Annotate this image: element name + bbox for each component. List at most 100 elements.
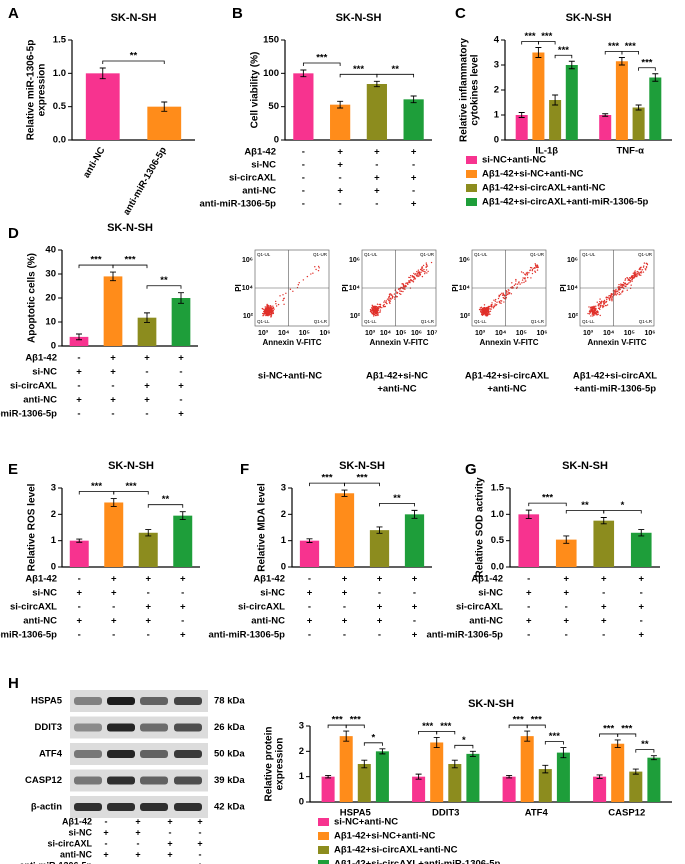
event-dot <box>640 274 642 277</box>
flow-caption: Aβ1-42+si-circAXL <box>465 371 549 382</box>
significance-label: *** <box>124 255 135 266</box>
blot-size: 39 kDa <box>214 775 245 786</box>
condition-sign: - <box>527 574 530 585</box>
event-dot <box>416 274 418 276</box>
bar <box>593 776 607 802</box>
chart-title: SK-N-SH <box>108 460 154 472</box>
condition-sign: + <box>337 147 343 158</box>
y-axis-label: Relative miR-1306-5p <box>26 40 37 141</box>
event-dot <box>613 294 615 296</box>
event-dot <box>383 303 385 306</box>
event-dot <box>391 297 394 299</box>
event-dot <box>399 290 401 292</box>
event-dot <box>378 307 380 310</box>
event-dot <box>373 313 375 316</box>
event-dot <box>633 274 635 277</box>
significance-label: *** <box>542 493 553 504</box>
condition-sign: - <box>111 381 114 392</box>
event-dot <box>616 292 619 295</box>
event-dot <box>406 282 408 284</box>
quadrant-label: Q1-UR <box>530 252 545 257</box>
event-dot <box>510 293 513 295</box>
significance-label: *** <box>549 731 560 742</box>
legend-label: Aβ1-42+si-circAXL+anti-NC <box>482 183 606 194</box>
event-dot <box>515 283 517 285</box>
condition-sign: - <box>179 367 182 378</box>
condition-sign: + <box>135 849 140 859</box>
chart-title: SK-N-SH <box>562 460 608 472</box>
significance-label: *** <box>641 57 652 68</box>
event-dot <box>393 296 396 298</box>
condition-label: si-circAXL <box>229 173 276 184</box>
event-dot <box>404 285 406 287</box>
significance-label: * <box>462 735 466 746</box>
flow-x-label: Annexin V-FITC <box>587 338 646 347</box>
event-dot <box>588 306 590 308</box>
condition-sign: + <box>145 602 151 613</box>
event-dot <box>388 298 390 300</box>
event-dot <box>596 310 598 312</box>
y-axis-label: Relative protein <box>264 726 275 801</box>
event-dot <box>534 263 536 265</box>
significance-label: *** <box>531 715 542 726</box>
event-dot <box>370 309 372 312</box>
event-dot <box>596 301 598 303</box>
flow-x-tick-label: 10⁴ <box>380 330 392 337</box>
event-dot <box>379 306 381 308</box>
event-dot <box>374 311 377 314</box>
event-dot <box>493 299 495 301</box>
event-dot <box>490 306 493 308</box>
panel-letter: C <box>455 5 466 22</box>
event-dot <box>272 306 275 309</box>
significance-bracket <box>147 504 184 508</box>
event-dot <box>605 301 608 303</box>
event-dot <box>495 303 498 306</box>
condition-sign: + <box>411 147 417 158</box>
event-dot <box>408 280 410 282</box>
event-dot <box>283 303 285 306</box>
flow-x-tick-label: 10⁶ <box>319 330 330 337</box>
quadrant-label: Q1-UL <box>364 252 378 257</box>
error-bar <box>379 748 386 755</box>
y-tick-label: 2 <box>51 509 56 520</box>
condition-sign: + <box>111 588 117 599</box>
condition-sign: - <box>169 827 172 837</box>
blot-band <box>140 697 168 705</box>
event-dot <box>639 272 641 274</box>
event-dot <box>409 280 411 282</box>
blot-band <box>74 723 102 732</box>
panel-letter: E <box>8 461 18 478</box>
event-dot <box>633 273 636 275</box>
chart-title: SK-N-SH <box>566 12 612 24</box>
event-dot <box>588 310 591 313</box>
event-dot <box>505 296 507 299</box>
event-dot <box>494 303 496 305</box>
condition-sign: - <box>112 630 115 641</box>
bar <box>103 276 123 346</box>
y-tick-label: 0 <box>51 341 56 352</box>
bar <box>518 514 540 567</box>
event-dot <box>505 292 508 294</box>
event-dot <box>642 266 645 268</box>
event-dot <box>536 264 539 267</box>
event-dot <box>589 312 592 314</box>
event-dot <box>416 270 418 273</box>
chart-title: SK-N-SH <box>336 12 382 24</box>
y-tick-label: 1.0 <box>491 509 504 520</box>
blot-band <box>174 723 202 732</box>
event-dot <box>645 265 648 268</box>
event-dot <box>484 313 487 316</box>
event-dot <box>270 307 272 310</box>
blot-band <box>140 803 168 811</box>
event-dot <box>498 301 501 303</box>
event-dot <box>587 312 589 315</box>
condition-sign: + <box>307 616 313 627</box>
y-axis-label: cytokines level <box>470 54 481 125</box>
bar <box>137 317 157 346</box>
bar <box>334 493 355 567</box>
significance-bracket <box>538 41 556 45</box>
blot-band <box>107 803 135 811</box>
flow-caption: +anti-NC <box>487 384 526 395</box>
event-dot <box>306 275 309 278</box>
event-dot <box>407 283 409 286</box>
